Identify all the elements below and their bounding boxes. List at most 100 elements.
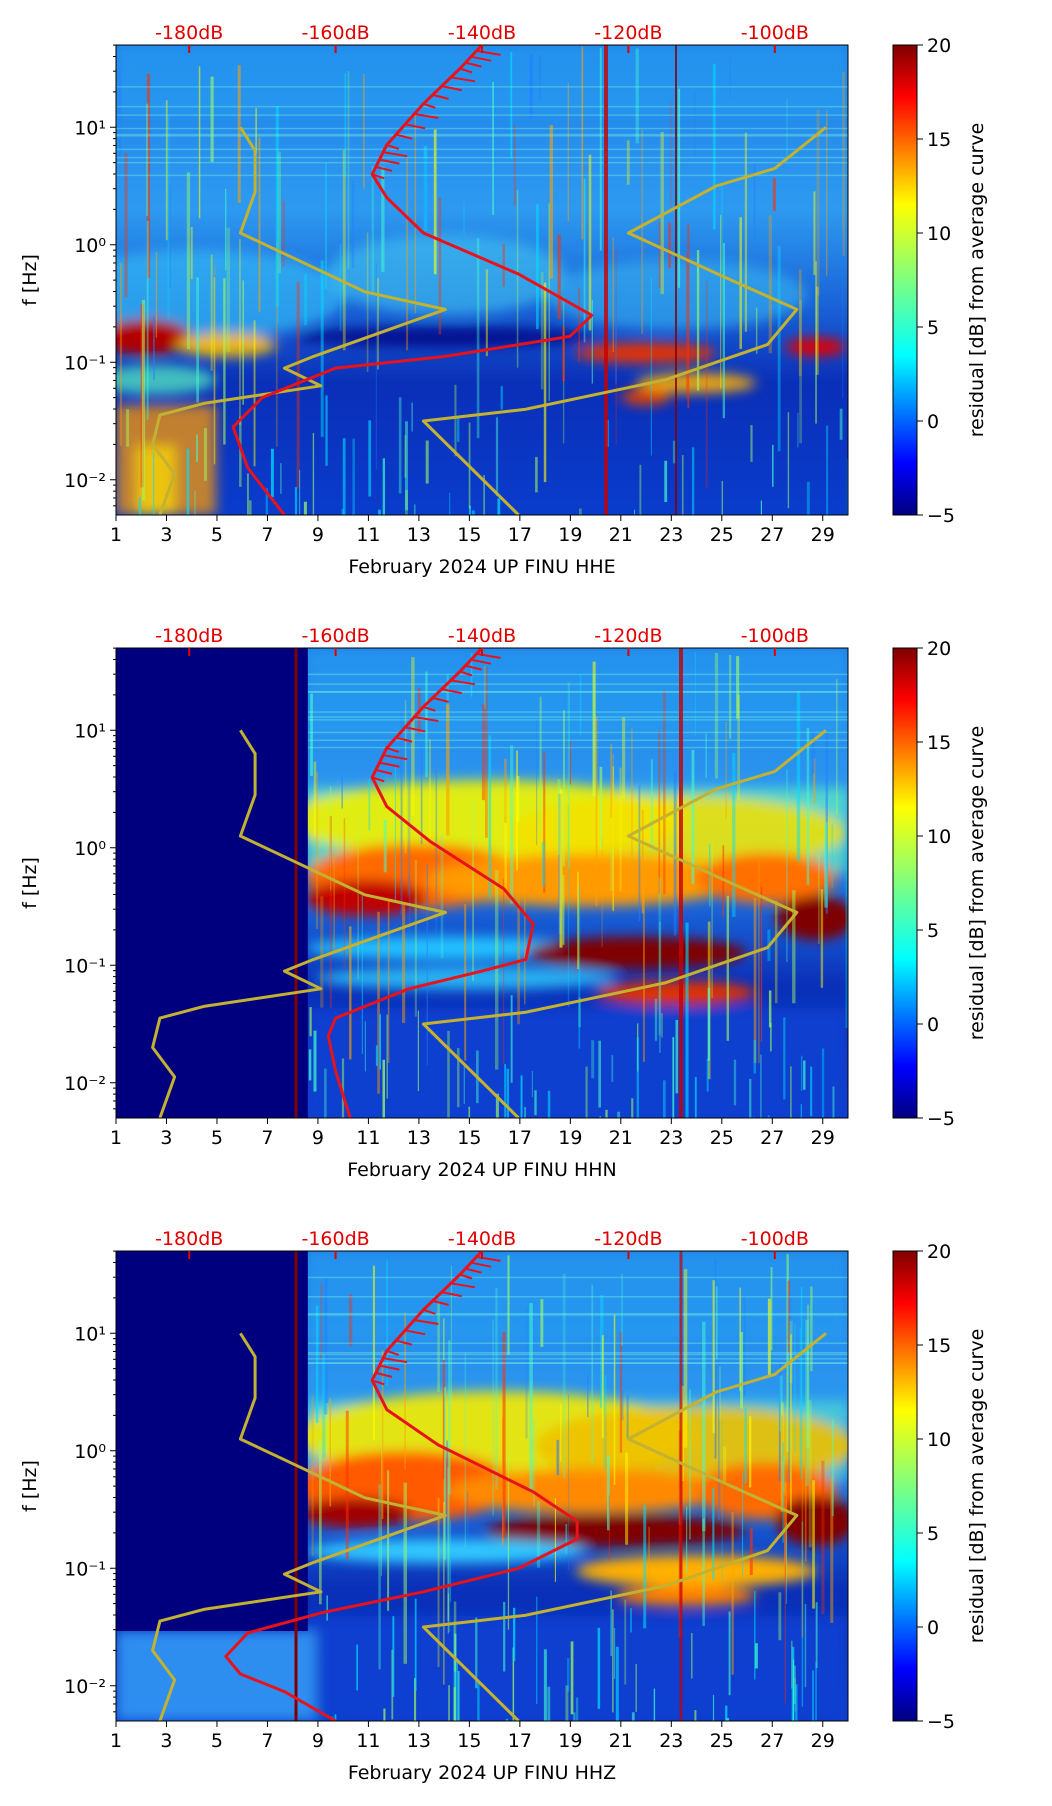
spectrogram-streak [621, 1274, 623, 1346]
spectrogram-streak [591, 1040, 595, 1079]
x-tick-label: 7 [261, 1127, 273, 1149]
spectrogram-streak [753, 163, 756, 250]
x-tick-label: 23 [659, 1730, 683, 1752]
spectrogram-streak [714, 670, 717, 716]
spectrogram-streak [549, 125, 553, 279]
spectrogram-streak [818, 853, 820, 944]
spectrogram-line-noise [307, 1362, 848, 1364]
spectrogram-line-noise [116, 156, 848, 159]
spectrogram-streak [562, 326, 565, 382]
spectrogram-streak [414, 115, 417, 313]
spectrogram-streak [525, 1307, 528, 1439]
spectrogram-streak [330, 786, 332, 891]
top-tick-label: -180dB [155, 22, 223, 44]
spectrogram-streak [153, 452, 155, 515]
spectrogram-streak [634, 509, 635, 515]
median-curve-spike [450, 679, 476, 686]
spectrogram-streak [472, 797, 474, 981]
spectrogram-streak [643, 879, 645, 1062]
spectrogram-streak [557, 234, 561, 319]
median-curve-spike [465, 664, 482, 671]
spectrogram-streak [309, 1007, 312, 1037]
spectrogram-streak [658, 730, 661, 894]
spectrogram-streak [453, 1687, 456, 1721]
spectrogram-streak [372, 1265, 375, 1440]
spectrogram-streak [686, 1506, 688, 1574]
y-axis: 10⁻² 10⁻¹ 10⁰ 10¹ [64, 44, 116, 507]
spectrogram-streak [463, 201, 465, 235]
spectrogram-line-noise [307, 1342, 848, 1344]
spectrogram-streak [654, 998, 658, 1041]
spectrogram-streak [578, 886, 581, 1049]
spectrogram-streak [341, 508, 344, 515]
spectrogram-streak [810, 1066, 813, 1117]
spectrogram-streak [371, 165, 375, 292]
spectrogram-streak [146, 73, 151, 278]
colorbar-label: residual [dB] from average curve [966, 726, 988, 1041]
spectrogram-streak [669, 102, 672, 208]
spectrogram-streak [672, 1037, 675, 1118]
spectrogram-streak [239, 239, 241, 425]
median-curve-spike [375, 768, 393, 775]
spectrogram-line-noise [307, 731, 848, 734]
spectrogram-streak [612, 237, 614, 352]
spectrogram-streak [387, 901, 390, 1063]
spectrogram-line-noise [116, 135, 848, 137]
spectrogram-streak [587, 1374, 589, 1418]
spectrogram-streak [153, 315, 155, 381]
spectrogram-streak [495, 417, 499, 496]
spectrogram-streak [675, 1019, 679, 1094]
x-tick-label: 11 [356, 1730, 380, 1752]
spectrogram-streak [196, 277, 199, 403]
median-curve-spike [465, 1267, 482, 1274]
spectrogram-streak [433, 129, 437, 275]
spectrogram-streak [635, 48, 639, 144]
spectrogram-streak [423, 158, 427, 233]
spectrogram-streak [599, 766, 603, 850]
median-curve-spike [395, 133, 413, 140]
spectrogram-streak [446, 674, 449, 718]
no-data-region [116, 648, 308, 1118]
spectrogram-streak [204, 428, 207, 481]
spectrogram-streak [312, 433, 315, 515]
x-tick-label: 9 [312, 1127, 324, 1149]
spectrogram-streak [630, 1608, 632, 1633]
spectrogram-streak [237, 65, 241, 203]
spectrogram-streak [548, 203, 550, 401]
x-tick-label: 25 [710, 1127, 734, 1149]
spectrogram-streak [720, 215, 722, 389]
median-curve-spike [375, 1371, 393, 1378]
spectrogram-streak [725, 1705, 728, 1721]
colorbar-ticks: 20 15 10 5 0 −5 [917, 638, 955, 1130]
x-tick-label: 11 [356, 1127, 380, 1149]
median-curve-spike [404, 123, 426, 130]
spectrogram-streak [614, 289, 617, 384]
spectrogram-streak [836, 679, 838, 815]
spectrogram-streak [658, 877, 662, 1036]
spectrogram-streak [599, 1116, 601, 1118]
spectrogram-streak [831, 823, 834, 888]
spectrogram-streak [453, 1621, 455, 1721]
spectrogram-streak [815, 1602, 818, 1668]
spectrogram-streak [733, 1059, 737, 1106]
median-curve-spike [423, 1308, 436, 1315]
spectrogram-streak [495, 1093, 499, 1118]
spectrogram-streak [448, 1340, 451, 1495]
spectrogram-streak [325, 162, 327, 290]
spectrogram-streak [186, 448, 190, 515]
spectrogram-streak [559, 789, 563, 948]
y-tick-label: 10⁰ [74, 235, 106, 257]
y-tick-label: 10⁻¹ [64, 352, 106, 374]
spectrogram-streak [481, 704, 486, 801]
spectrogram-streak [658, 221, 661, 289]
spectrogram-streak [405, 421, 408, 511]
spectrogram-streak [258, 137, 261, 312]
spectrogram-streak [405, 490, 408, 515]
median-curve-spike [371, 776, 385, 783]
spectrogram-streak [794, 1323, 796, 1452]
top-tick-label: -140dB [448, 22, 516, 44]
spectrogram-streak [275, 106, 279, 307]
x-tick-label: 5 [211, 524, 223, 546]
spectrogram-streak [579, 674, 582, 736]
spectrogram-streak [668, 222, 671, 269]
